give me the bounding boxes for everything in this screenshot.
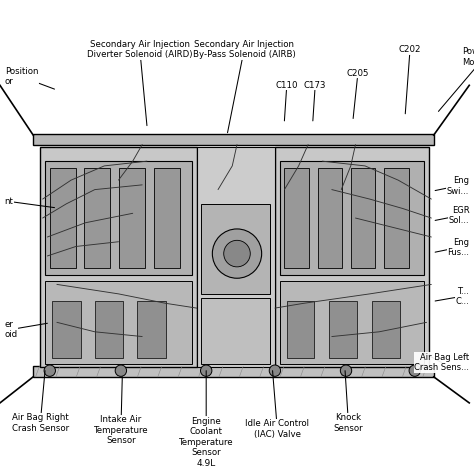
Polygon shape [33,135,434,377]
Circle shape [224,240,250,267]
Bar [50,168,76,268]
Bar [329,301,357,358]
Text: C110: C110 [275,81,298,121]
Bar [284,168,309,268]
Bar [137,301,166,358]
Text: Eng
Swi...: Eng Swi... [435,176,469,195]
Circle shape [269,365,281,376]
Text: Intake Air
Temperature
Sensor: Intake Air Temperature Sensor [93,377,148,445]
Bar [318,168,342,268]
Bar [201,298,270,364]
Bar [372,301,400,358]
Text: Secondary Air Injection
By-Pass Solenoid (AIRB): Secondary Air Injection By-Pass Solenoid… [193,40,295,133]
Bar [201,204,270,294]
Bar [154,168,180,268]
Text: T...
C...: T... C... [435,287,469,306]
Bar [52,301,81,358]
Text: Engine
Coolant
Temperature
Sensor: Engine Coolant Temperature Sensor [179,371,234,457]
Text: 4.9L: 4.9L [197,459,216,468]
Text: Powertrain
Mod...: Powertrain Mod... [438,47,474,111]
Bar [33,366,434,377]
Text: Position
or: Position or [5,67,55,89]
Bar [45,161,192,275]
Bar [287,301,314,358]
Text: Secondary Air Injection
Diverter Solenoid (AIRD): Secondary Air Injection Diverter Solenoi… [87,40,192,126]
Text: Eng
Fus...: Eng Fus... [435,238,469,257]
Circle shape [212,229,262,278]
Text: EGR
Sol...: EGR Sol... [435,206,469,225]
Text: Idle Air Control
(IAC) Valve: Idle Air Control (IAC) Valve [245,371,310,438]
Bar [384,168,409,268]
Bar [45,281,192,364]
Bar [40,147,197,367]
Circle shape [44,365,55,376]
Text: nt: nt [5,197,55,208]
Bar [95,301,123,358]
Circle shape [115,365,127,376]
Text: Air Bag Left
Crash Sens...: Air Bag Left Crash Sens... [414,353,469,372]
Circle shape [340,365,352,376]
Text: er
oid: er oid [5,320,47,339]
Bar [84,168,110,268]
Bar [197,147,275,367]
Text: Knock
Sensor: Knock Sensor [334,371,363,432]
Bar [351,168,375,268]
Text: C173: C173 [304,81,327,121]
Circle shape [201,365,212,376]
Circle shape [409,365,420,376]
Bar [33,134,434,145]
Bar [275,147,429,367]
Bar [280,281,424,364]
Text: C205: C205 [346,69,369,118]
Text: Air Bag Right
Crash Sensor: Air Bag Right Crash Sensor [12,371,69,432]
Bar [280,161,424,275]
Text: C202: C202 [399,46,421,114]
Bar [119,168,145,268]
